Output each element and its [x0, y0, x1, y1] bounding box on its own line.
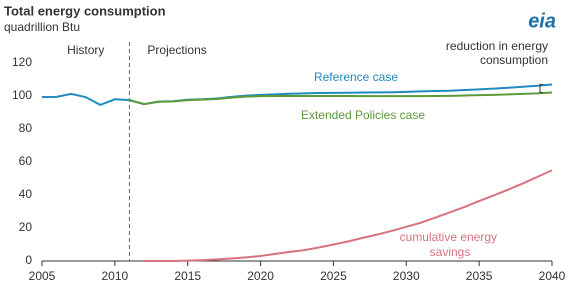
series-label: Reference case: [314, 70, 398, 84]
series-line: [144, 169, 553, 262]
series-label: cumulative energy savings: [400, 230, 501, 259]
x-tick-label: 2035: [466, 269, 493, 283]
x-tick-label: 2005: [29, 269, 56, 283]
region-label: Projections: [147, 43, 206, 57]
y-tick-label: 60: [19, 154, 33, 168]
y-tick-label: 120: [12, 55, 32, 69]
chart-title: Total energy consumption: [4, 3, 166, 18]
series-line: [41, 83, 553, 107]
x-tick-label: 2020: [247, 269, 274, 283]
series-label: Extended Policies case: [301, 108, 425, 122]
bracket: [539, 83, 543, 94]
x-tick-label: 2040: [539, 269, 566, 283]
logo: eia: [528, 10, 556, 32]
annotation: reduction in energy: [446, 39, 548, 53]
y-tick-label: 40: [19, 187, 33, 201]
x-tick-label: 2025: [320, 269, 347, 283]
x-tick-label: 2030: [393, 269, 420, 283]
annotation: consumption: [480, 53, 548, 67]
y-tick-label: 20: [19, 220, 33, 234]
x-tick-label: 2010: [102, 269, 129, 283]
chart-subtitle: quadrillion Btu: [4, 20, 80, 34]
x-tick-label: 2015: [174, 269, 201, 283]
region-label: History: [67, 43, 104, 57]
y-tick-label: 0: [25, 253, 32, 267]
y-tick-label: 80: [19, 121, 33, 135]
series-line: [129, 91, 553, 106]
y-tick-label: 100: [12, 88, 32, 102]
